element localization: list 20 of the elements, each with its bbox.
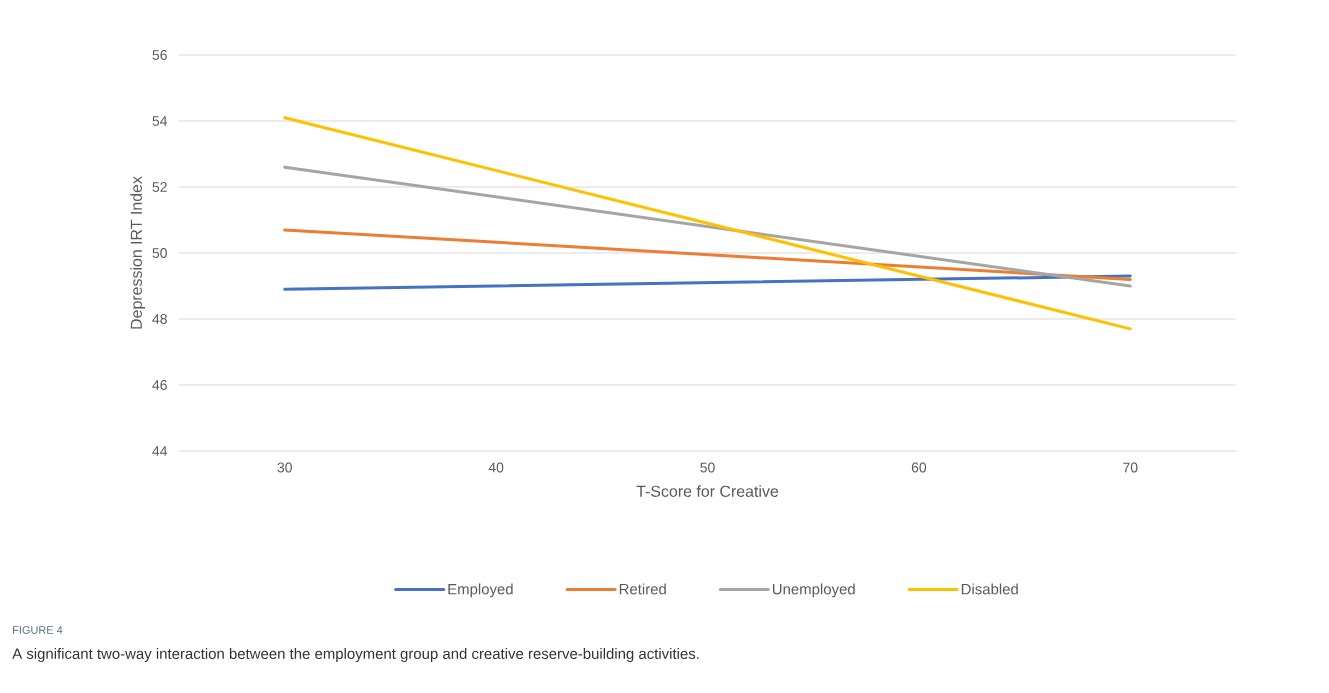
legend-label: Employed	[448, 583, 513, 598]
text: A significant two-way interaction between the employment group and creative reserve-building activities.	[12, 648, 699, 662]
y-tick-label: 52	[152, 182, 167, 192]
legend-label: Unemployed	[772, 583, 855, 598]
y-tick-label: 56	[152, 50, 167, 60]
x-tick-label: 50	[700, 462, 715, 473]
legend-label: Retired	[619, 583, 666, 595]
y-tick-label: 46	[152, 380, 167, 390]
y-tick-label: 50	[152, 248, 167, 258]
y-tick-label: 44	[152, 446, 168, 456]
y-tick-label: 48	[152, 314, 167, 324]
x-axis-title: T-Score for Creative	[636, 485, 779, 497]
x-tick-label: 30	[277, 462, 292, 473]
x-tick-label: 40	[488, 462, 504, 473]
y-tick-label: 54	[152, 116, 168, 126]
caption: FIGURE 4	[13, 626, 63, 634]
legend-label: Disabled	[961, 583, 1018, 595]
y-axis-title: Depression IRT Index	[130, 176, 146, 329]
x-tick-label: 60	[911, 462, 927, 473]
x-tick-label: 70	[1123, 462, 1138, 473]
